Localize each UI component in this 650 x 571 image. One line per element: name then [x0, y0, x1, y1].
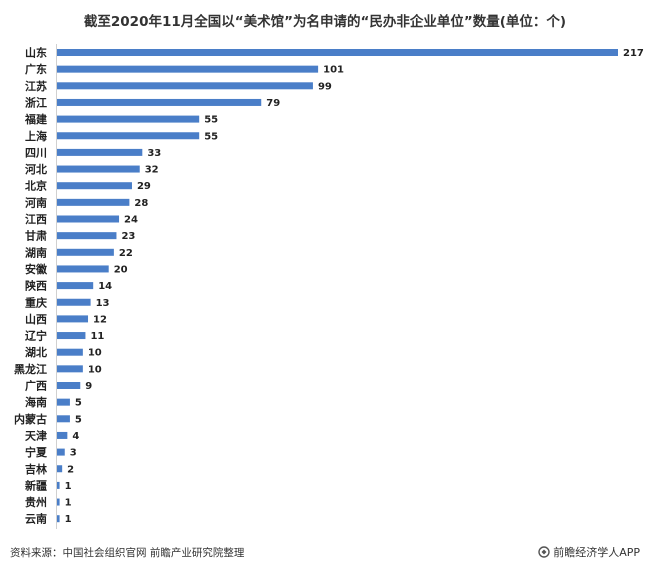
value-label: 13: [96, 298, 110, 309]
category-label: 山西: [25, 312, 47, 326]
value-label: 2: [67, 464, 74, 475]
category-label: 北京: [25, 179, 47, 193]
category-label: 贵州: [25, 495, 47, 509]
value-label: 4: [72, 431, 79, 442]
value-label: 55: [204, 115, 218, 126]
bar: [57, 498, 60, 506]
category-label: 安徽: [25, 262, 48, 276]
bar: [57, 265, 109, 273]
value-label: 28: [134, 198, 148, 209]
bar: [57, 348, 83, 356]
bar: [57, 165, 140, 173]
value-label: 24: [124, 215, 138, 226]
value-label: 12: [93, 314, 107, 325]
category-label: 河南: [25, 195, 47, 209]
bar: [57, 315, 89, 323]
category-label: 海南: [25, 395, 47, 409]
category-label: 山东: [25, 46, 47, 60]
value-label: 55: [204, 131, 218, 142]
category-label: 湖南: [25, 245, 47, 259]
value-label: 217: [623, 48, 644, 59]
bar: [57, 148, 143, 156]
category-label: 陕西: [25, 279, 47, 293]
value-label: 99: [318, 81, 332, 92]
category-label: 吉林: [25, 462, 47, 476]
value-label: 10: [88, 348, 102, 359]
value-label: 3: [70, 448, 77, 459]
value-label: 5: [75, 414, 82, 425]
category-label: 宁夏: [25, 445, 48, 459]
bar: [57, 365, 83, 373]
category-label: 内蒙古: [14, 412, 47, 426]
value-label: 1: [65, 514, 72, 525]
bar: [57, 182, 132, 190]
category-label: 辽宁: [25, 329, 47, 343]
value-label: 1: [65, 498, 72, 509]
value-label: 10: [88, 364, 102, 375]
bar: [57, 198, 130, 206]
bar: [57, 282, 94, 290]
category-label: 天津: [25, 428, 47, 442]
category-label: 甘肃: [25, 229, 47, 243]
category-label: 黑龙江: [14, 362, 47, 376]
value-label: 101: [323, 65, 344, 76]
bar: [57, 98, 262, 106]
value-label: 32: [145, 165, 159, 176]
category-label: 广东: [25, 62, 47, 76]
bar: [57, 65, 319, 73]
bar: [57, 448, 65, 456]
bar: [57, 298, 91, 306]
bar: [57, 481, 60, 489]
qianzhan-logo-icon: [538, 546, 550, 558]
value-label: 23: [121, 231, 135, 242]
bar: [57, 232, 117, 240]
value-label: 1: [65, 481, 72, 492]
bar: [57, 415, 70, 423]
category-label: 新疆: [25, 478, 47, 492]
category-label: 广西: [25, 379, 47, 393]
bar: [57, 115, 200, 123]
category-label: 上海: [25, 129, 47, 143]
bar: [57, 248, 114, 256]
value-label: 33: [147, 148, 161, 159]
category-label: 江西: [25, 212, 47, 226]
value-label: 79: [266, 98, 280, 109]
bar: [57, 332, 86, 340]
category-label: 云南: [25, 512, 47, 526]
value-label: 5: [75, 398, 82, 409]
bar: [57, 49, 618, 56]
bar: [57, 82, 313, 90]
value-label: 11: [90, 331, 104, 342]
bar: [57, 398, 70, 406]
bar: [57, 132, 200, 140]
bar: [57, 382, 81, 389]
category-label: 福建: [24, 112, 48, 126]
brand-footer: 前瞻经济学人APP: [538, 544, 640, 560]
category-label: 浙江: [25, 95, 47, 109]
bar: [57, 465, 63, 473]
value-label: 20: [114, 264, 128, 275]
bar: [57, 215, 120, 223]
chart-title: 截至2020年11月全国以“美术馆”为名申请的“民办非企业单位”数量(单位：个): [83, 14, 567, 30]
value-label: 14: [98, 281, 112, 292]
category-label: 重庆: [25, 295, 47, 309]
value-label: 29: [137, 181, 151, 192]
value-label: 22: [119, 248, 133, 259]
category-label: 湖北: [25, 345, 47, 359]
bar: [57, 515, 60, 523]
category-label: 河北: [25, 162, 47, 176]
source-note: 资料来源：中国社会组织官网 前瞻产业研究院整理: [10, 547, 245, 559]
bar: [57, 431, 68, 439]
brand-name: 前瞻经济学人APP: [553, 546, 640, 559]
category-label: 江苏: [25, 79, 47, 93]
value-label: 9: [85, 381, 92, 392]
category-label: 四川: [25, 146, 47, 159]
